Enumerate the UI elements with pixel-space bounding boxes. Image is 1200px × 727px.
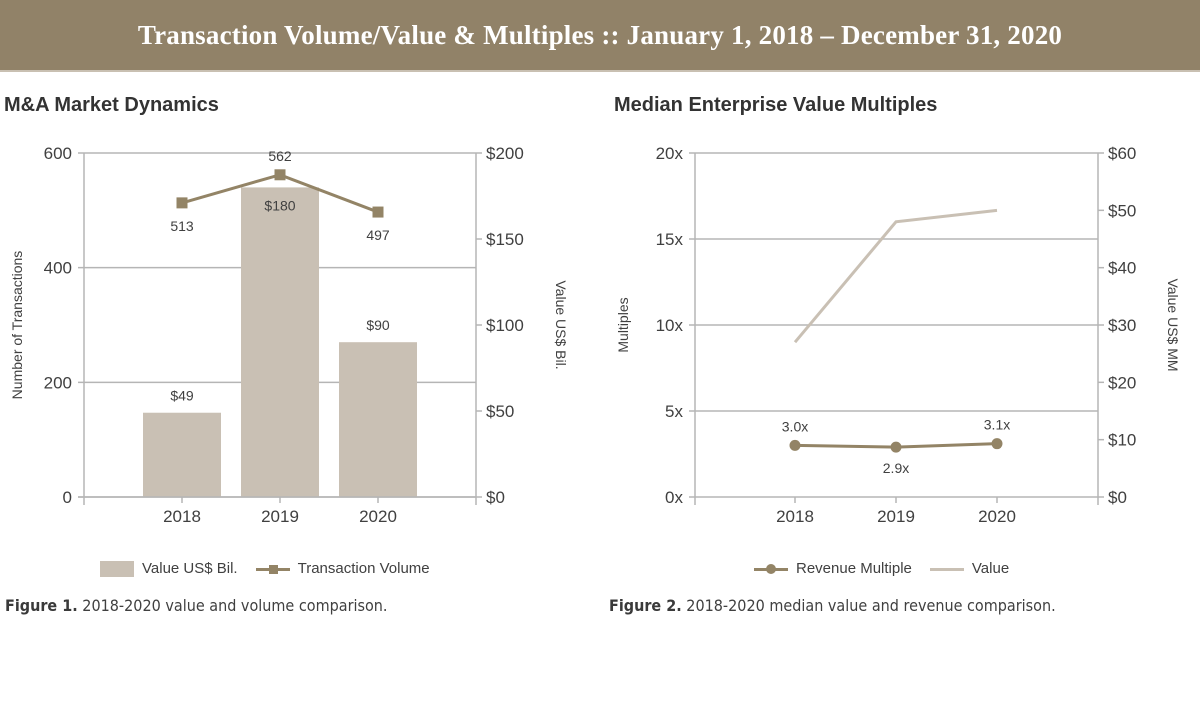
right-tick-label: $200 (486, 144, 524, 163)
legend-item-value-line: Value (929, 560, 1010, 577)
legend-label-value-line: Value (971, 560, 1010, 577)
left-tick-label: 20x (656, 144, 684, 163)
right-tick-label: $50 (1108, 201, 1136, 220)
line-square-marker-icon (255, 561, 290, 577)
chart1-market-dynamics: 0 200 400 600 $0 $50 $100 $150 $200 2018 2019 2020 N… (9, 144, 569, 526)
left-tick-label: 200 (44, 373, 72, 392)
left-tick-label: 0 (63, 488, 72, 507)
left-tick-label: 600 (44, 144, 72, 163)
legend-label-volume: Transaction Volume (297, 560, 430, 577)
bar-data-label: $49 (170, 388, 194, 404)
volume-marker-2018 (176, 197, 188, 209)
figure2-caption-label: Figure 2. (609, 596, 682, 615)
legend-item-value: Value US$ Bil. (100, 560, 238, 577)
volume-marker-2019 (274, 169, 286, 181)
x-tick-label: 2018 (163, 507, 201, 526)
right-tick-label: $30 (1108, 316, 1136, 335)
bar-data-label: $180 (264, 197, 295, 213)
x-tick-label: 2018 (776, 507, 814, 526)
right-tick-label: $50 (486, 402, 514, 421)
banner-title: Transaction Volume/Value & Multiples :: … (137, 19, 1063, 50)
value-line (793, 208, 998, 344)
left-tick-label: 15x (656, 230, 684, 249)
right-tick-label: $0 (486, 488, 505, 507)
revenue-marker-2018 (789, 439, 801, 451)
revenue-marker-2020 (991, 438, 1003, 450)
left-tick-label: 400 (44, 259, 72, 278)
revenue-data-label: 3.1x (984, 417, 1010, 433)
chart2-title: Median Enterprise Value Multiples (614, 94, 938, 116)
x-tick-label: 2019 (877, 507, 915, 526)
volume-data-label: 497 (366, 227, 390, 243)
chart2-ev-multiples: 0x 5x 10x 15x 20x $0 $10 $20 $30 $40 $50 $60 2018 201… (615, 144, 1181, 526)
chart1-title: M&A Market Dynamics (4, 94, 219, 116)
figure1-caption-text: 2018-2020 value and volume comparison. (77, 596, 388, 615)
bar-data-label: $90 (366, 317, 390, 333)
revenue-marker-2019 (890, 441, 902, 453)
volume-data-label: 562 (268, 148, 292, 164)
volume-marker-2020 (372, 206, 384, 218)
line-swatch-icon (929, 561, 964, 577)
line-circle-marker-icon (754, 561, 788, 577)
bar-2020 (339, 342, 417, 497)
x-tick-label: 2019 (261, 507, 299, 526)
legend-item-revenue-multiple: Revenue Multiple (754, 560, 912, 577)
right-tick-label: $60 (1108, 144, 1136, 163)
legend-item-volume: Transaction Volume (255, 560, 430, 577)
bar-2019 (241, 187, 319, 497)
header-banner: Transaction Volume/Value & Multiples :: … (0, 0, 1200, 72)
legend-label-value: Value US$ Bil. (142, 560, 238, 577)
volume-data-label: 513 (170, 218, 194, 234)
chart2-legend: Revenue Multiple Value (754, 560, 1027, 577)
figure2-caption-text: 2018-2020 median value and revenue compa… (681, 596, 1056, 615)
left-tick-label: 0x (665, 488, 683, 507)
right-tick-label: $150 (486, 230, 524, 249)
legend-label-revenue-multiple: Revenue Multiple (796, 560, 912, 577)
x-tick-label: 2020 (978, 507, 1016, 526)
left-axis-title: Multiples (615, 297, 631, 352)
left-tick-label: 10x (656, 316, 684, 335)
chart1-legend: Value US$ Bil. Transaction Volume (100, 560, 448, 577)
left-axis-title: Number of Transactions (9, 251, 25, 400)
revenue-data-label: 3.0x (782, 418, 808, 434)
bar-swatch-icon (100, 560, 134, 577)
right-axis-title: Value US$ Bil. (553, 280, 569, 369)
bar-2018 (143, 412, 221, 497)
figure1-caption: Figure 1. 2018-2020 value and volume com… (5, 596, 388, 615)
right-tick-label: $0 (1108, 488, 1127, 507)
revenue-data-label: 2.9x (883, 460, 909, 476)
right-tick-label: $100 (486, 316, 524, 335)
right-tick-label: $20 (1108, 373, 1136, 392)
figure2-caption: Figure 2. 2018-2020 median value and rev… (609, 596, 1056, 615)
right-tick-label: $40 (1108, 259, 1136, 278)
left-tick-label: 5x (665, 402, 683, 421)
figure1-caption-label: Figure 1. (5, 596, 78, 615)
right-axis-title: Value US$ MM (1165, 278, 1181, 371)
x-tick-label: 2020 (359, 507, 397, 526)
right-tick-label: $10 (1108, 431, 1136, 450)
